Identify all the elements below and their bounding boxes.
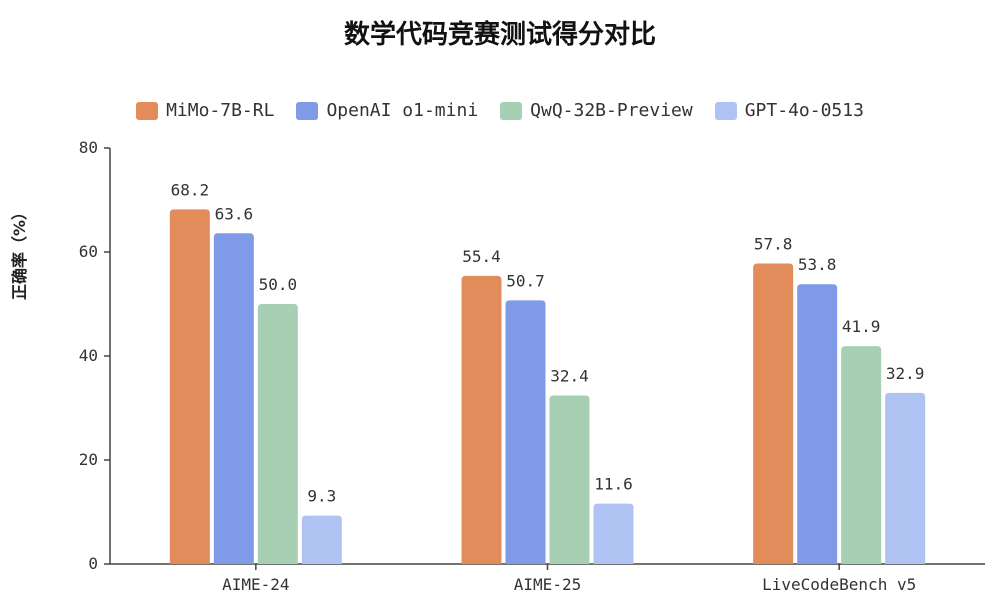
bar	[301, 515, 342, 564]
bar	[753, 263, 794, 564]
legend-label-gpt4o: GPT-4o-0513	[744, 100, 864, 121]
legend-swatch-gpt4o	[714, 101, 737, 120]
x-tick-label: AIME-25	[514, 575, 581, 594]
legend-swatch-mimo	[136, 101, 159, 120]
x-tick-label: LiveCodeBench v5	[762, 575, 916, 594]
data-label: 50.7	[506, 271, 545, 290]
legend-label-mimo: MiMo-7B-RL	[166, 100, 275, 121]
legend-swatch-qwq	[500, 101, 523, 120]
data-label: 32.4	[550, 367, 589, 386]
x-tick-label: AIME-24	[222, 575, 289, 594]
data-label: 68.2	[171, 180, 210, 199]
y-tick-label: 0	[88, 554, 98, 573]
chart-legend: MiMo-7B-RL OpenAI o1-mini QwQ-32B-Previe…	[0, 100, 1000, 121]
chart-title: 数学代码竞赛测试得分对比	[343, 20, 656, 50]
data-label: 57.8	[754, 234, 793, 253]
bar	[797, 284, 838, 564]
bar	[593, 503, 634, 564]
bar	[549, 395, 590, 564]
data-label: 9.3	[307, 487, 336, 506]
legend-label-o1-mini: OpenAI o1-mini	[326, 100, 479, 121]
data-label: 63.6	[215, 204, 254, 223]
bar	[213, 233, 254, 564]
y-tick-label: 40	[79, 346, 98, 365]
bar	[841, 346, 882, 564]
data-label: 50.0	[259, 275, 298, 294]
data-label: 55.4	[462, 247, 501, 266]
bar	[257, 304, 298, 564]
bar	[885, 392, 926, 564]
data-label: 32.9	[886, 364, 925, 383]
data-label: 41.9	[842, 317, 881, 336]
legend-item-gpt4o: GPT-4o-0513	[714, 100, 864, 121]
y-tick-label: 60	[79, 242, 98, 261]
legend-swatch-o1-mini	[296, 101, 319, 120]
legend-item-qwq: QwQ-32B-Preview	[500, 100, 693, 121]
bar	[169, 209, 210, 565]
data-label: 11.6	[594, 475, 633, 494]
data-label: 53.8	[798, 255, 837, 274]
legend-label-qwq: QwQ-32B-Preview	[530, 100, 693, 121]
y-tick-label: 80	[79, 138, 98, 157]
bar	[461, 275, 502, 564]
y-tick-label: 20	[79, 450, 98, 469]
legend-item-mimo: MiMo-7B-RL	[136, 100, 274, 121]
bar	[505, 300, 546, 564]
legend-item-o1-mini: OpenAI o1-mini	[296, 100, 478, 121]
